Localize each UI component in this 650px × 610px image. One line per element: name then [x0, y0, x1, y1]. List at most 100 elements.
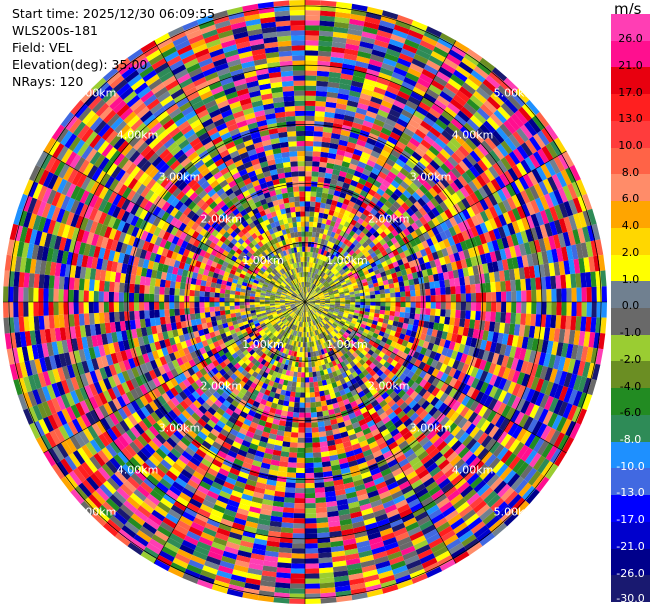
velocity-bin	[558, 218, 568, 233]
velocity-bin	[319, 228, 325, 234]
velocity-bin	[349, 236, 356, 244]
velocity-bin	[414, 210, 424, 220]
velocity-bin	[353, 287, 360, 292]
velocity-bin	[458, 250, 466, 261]
velocity-bin	[305, 578, 320, 584]
velocity-bin	[335, 245, 341, 252]
velocity-bin	[434, 280, 441, 289]
velocity-bin	[561, 302, 567, 316]
velocity-bin	[305, 528, 318, 534]
velocity-bin	[457, 200, 467, 212]
velocity-bin	[331, 133, 341, 140]
velocity-bin	[305, 457, 314, 464]
velocity-bin	[479, 124, 492, 137]
velocity-bin	[338, 170, 347, 178]
velocity-bin	[514, 110, 528, 125]
velocity-bin	[490, 113, 504, 127]
velocity-bin	[375, 294, 381, 299]
velocity-bin	[329, 281, 335, 286]
velocity-bin	[467, 247, 476, 258]
velocity-bin	[319, 436, 327, 443]
velocity-bin	[433, 242, 442, 252]
velocity-bin	[414, 82, 429, 93]
velocity-bin	[370, 96, 383, 105]
velocity-bin	[346, 281, 352, 286]
velocity-bin	[521, 203, 531, 218]
velocity-bin	[365, 295, 371, 299]
velocity-bin	[406, 216, 415, 226]
velocity-bin	[308, 272, 312, 278]
velocity-bin	[418, 234, 427, 243]
velocity-bin	[370, 54, 385, 63]
velocity-bin	[451, 192, 462, 204]
velocity-bin	[444, 106, 457, 119]
velocity-bin	[363, 285, 369, 290]
velocity-bin	[315, 401, 322, 408]
velocity-bin	[507, 222, 516, 236]
velocity-bin	[447, 78, 462, 91]
velocity-bin	[297, 367, 302, 373]
velocity-bin	[345, 302, 351, 305]
velocity-bin	[591, 286, 597, 302]
velocity-bin	[329, 220, 336, 227]
velocity-bin	[342, 257, 348, 263]
velocity-bin	[348, 274, 355, 280]
velocity-bin	[479, 57, 496, 72]
velocity-bin	[424, 282, 431, 290]
velocity-bin	[310, 186, 318, 192]
velocity-bin	[355, 107, 368, 116]
velocity-bin	[308, 287, 312, 293]
velocity-bin	[337, 241, 344, 248]
velocity-bin	[403, 280, 410, 287]
velocity-bin	[312, 291, 317, 296]
velocity-bin	[439, 280, 446, 288]
velocity-bin	[307, 293, 311, 298]
velocity-bin	[490, 92, 505, 107]
velocity-bin	[339, 291, 345, 295]
velocity-bin	[406, 233, 414, 242]
velocity-bin	[387, 224, 395, 233]
velocity-bin	[305, 573, 320, 579]
velocity-bin	[470, 302, 477, 311]
velocity-bin	[348, 286, 354, 291]
velocity-bin	[550, 275, 557, 290]
velocity-bin	[354, 112, 366, 121]
velocity-bin	[461, 57, 477, 70]
velocity-bin	[447, 122, 460, 134]
velocity-bin	[310, 412, 318, 418]
velocity-bin	[382, 279, 389, 286]
velocity-bin	[334, 271, 341, 277]
velocity-bin	[536, 289, 542, 302]
velocity-bin	[368, 219, 376, 228]
velocity-bin	[440, 309, 446, 317]
velocity-bin	[403, 262, 411, 270]
velocity-bin	[319, 25, 334, 32]
velocity-bin	[308, 293, 312, 299]
velocity-bin	[381, 192, 391, 201]
velocity-bin	[500, 140, 513, 155]
velocity-bin	[402, 211, 411, 220]
velocity-bin	[311, 283, 315, 289]
velocity-bin	[417, 44, 433, 56]
velocity-bin	[388, 81, 402, 91]
velocity-bin	[324, 283, 330, 288]
velocity-bin	[372, 238, 380, 245]
velocity-bin	[485, 311, 491, 322]
velocity-bin	[313, 381, 319, 388]
velocity-bin	[312, 442, 321, 448]
velocity-bin	[312, 226, 317, 233]
velocity-bin	[370, 298, 376, 302]
velocity-bin	[293, 508, 305, 514]
velocity-bin	[352, 284, 359, 289]
velocity-bin	[339, 78, 353, 86]
velocity-bin	[391, 127, 404, 137]
velocity-bin	[305, 85, 317, 91]
velocity-bin	[334, 113, 345, 120]
velocity-bin	[293, 513, 305, 519]
velocity-bin	[289, 442, 298, 448]
velocity-bin	[405, 291, 411, 297]
velocity-bin	[316, 411, 324, 418]
velocity-bin	[310, 277, 313, 283]
velocity-bin	[435, 41, 451, 54]
velocity-bin	[305, 65, 318, 71]
